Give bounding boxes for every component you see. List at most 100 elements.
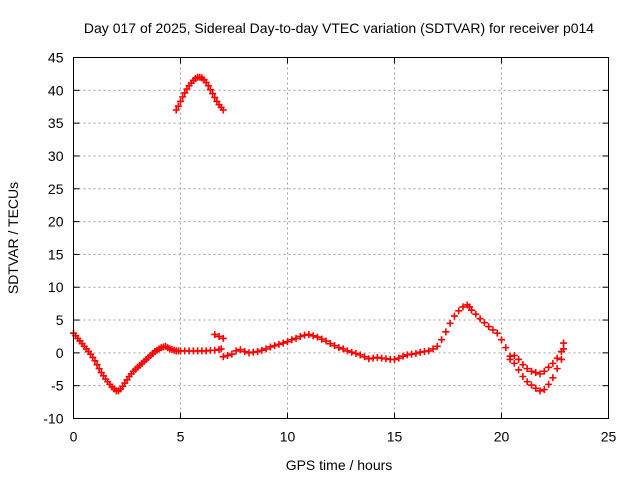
data-point — [93, 361, 101, 369]
data-point — [476, 315, 484, 323]
data-point — [429, 345, 437, 353]
data-point — [313, 333, 321, 341]
data-point — [215, 332, 223, 340]
data-point — [228, 350, 236, 358]
data-point — [532, 384, 540, 392]
y-tick-label: 45 — [48, 50, 64, 66]
data-point — [219, 334, 227, 342]
data-point — [450, 312, 458, 320]
y-tick-label: 15 — [48, 246, 64, 262]
data-point — [279, 339, 287, 347]
data-point — [361, 353, 369, 361]
data-point — [540, 386, 548, 394]
data-point — [271, 342, 279, 350]
x-tick-label: 25 — [601, 429, 617, 445]
data-point — [442, 328, 450, 336]
data-point — [472, 310, 480, 318]
data-point — [412, 350, 420, 358]
y-tick-label: 25 — [48, 181, 64, 197]
y-tick-label: 10 — [48, 279, 64, 295]
data-point — [343, 347, 351, 355]
data-point — [236, 346, 244, 354]
y-tick-label: 35 — [48, 115, 64, 131]
data-point — [284, 338, 291, 346]
data-point — [485, 323, 493, 331]
x-tick-label: 0 — [70, 429, 78, 445]
data-point — [292, 334, 300, 342]
data-point — [480, 319, 488, 327]
data-point — [211, 330, 219, 338]
x-tick-label: 15 — [387, 429, 403, 445]
data-point — [399, 352, 407, 360]
data-point — [549, 374, 557, 382]
data-point — [549, 359, 557, 367]
data-point — [95, 365, 103, 373]
data-point — [395, 354, 403, 362]
data-point — [459, 303, 467, 311]
data-point — [438, 336, 446, 344]
data-point — [523, 378, 531, 386]
data-point — [527, 381, 535, 389]
y-axis-label: SDTVAR / TECUs — [5, 182, 21, 294]
data-point — [557, 348, 565, 356]
data-point — [258, 346, 266, 354]
data-point — [519, 372, 527, 380]
x-tick-label: 5 — [177, 429, 185, 445]
data-point — [219, 106, 227, 114]
data-point — [326, 340, 334, 348]
chart-title: Day 017 of 2025, Sidereal Day-to-day VTE… — [84, 20, 594, 36]
data-point — [489, 326, 497, 334]
data-point — [493, 329, 501, 337]
y-tick-label: 20 — [48, 214, 64, 230]
data-point — [502, 344, 510, 352]
data-point — [339, 345, 347, 353]
data-point — [206, 86, 214, 94]
data-point — [209, 90, 217, 98]
data-point — [219, 353, 227, 361]
data-point — [211, 94, 219, 102]
data-point — [510, 351, 518, 359]
data-point — [523, 365, 531, 373]
tick-labels: 0 5 10 15 20 25 -10 -5 0 5 10 15 20 25 30 35 40 45 — [43, 50, 616, 445]
data-point — [468, 306, 476, 314]
data-point — [266, 343, 274, 351]
data-point — [506, 355, 514, 363]
data-point — [515, 366, 523, 374]
data-point — [560, 339, 568, 347]
data-point — [318, 335, 326, 343]
data-point — [532, 369, 540, 377]
y-tick-label: 40 — [48, 82, 64, 98]
data-point — [262, 345, 270, 353]
data-point — [498, 336, 505, 344]
data-point — [446, 319, 454, 327]
data-point — [510, 359, 518, 367]
data-point — [181, 89, 189, 97]
x-tick-label: 10 — [280, 429, 296, 445]
data-point — [217, 345, 225, 353]
data-point — [536, 370, 544, 378]
y-tick-label: -10 — [43, 411, 63, 427]
data-point — [91, 357, 99, 365]
data-point — [519, 361, 527, 369]
data-point — [232, 347, 240, 355]
data-point — [545, 363, 553, 371]
data-point — [553, 365, 561, 373]
data-point — [331, 342, 339, 350]
data-point — [557, 355, 565, 363]
grid — [73, 57, 609, 419]
data-point — [296, 332, 304, 340]
data-point — [275, 340, 283, 348]
data-point — [172, 106, 180, 114]
y-tick-label: 5 — [56, 312, 64, 328]
data-point — [433, 342, 441, 350]
data-point — [174, 102, 182, 110]
data-layer — [70, 73, 568, 395]
data-point — [425, 347, 433, 355]
data-point — [536, 387, 544, 395]
ticks — [73, 57, 609, 419]
data-point — [288, 336, 296, 344]
data-point — [224, 351, 232, 359]
data-point — [177, 97, 184, 105]
data-point — [305, 330, 313, 338]
